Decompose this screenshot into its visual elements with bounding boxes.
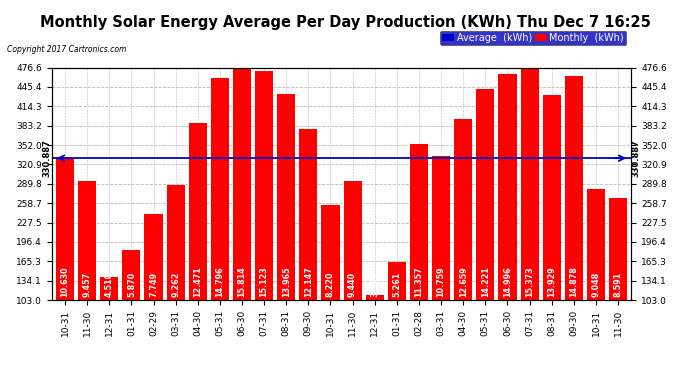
Text: 10.759: 10.759 [437, 266, 446, 297]
Bar [344, 182, 362, 364]
Text: 10.630: 10.630 [61, 266, 70, 297]
Bar [454, 119, 472, 364]
Bar [233, 58, 251, 364]
Bar [366, 295, 384, 364]
Text: 330.887: 330.887 [631, 139, 640, 177]
Text: 15.814: 15.814 [237, 266, 246, 297]
Text: 15.123: 15.123 [259, 266, 268, 297]
Text: 3.559: 3.559 [371, 272, 380, 297]
Bar [277, 94, 295, 364]
Bar [498, 74, 517, 364]
Bar [78, 181, 96, 364]
Bar [520, 67, 539, 364]
Text: 12.659: 12.659 [459, 266, 468, 297]
Text: 8.591: 8.591 [613, 272, 622, 297]
Text: 14.796: 14.796 [215, 266, 224, 297]
Text: 330.887: 330.887 [43, 139, 52, 177]
Bar [255, 71, 273, 364]
Text: 13.929: 13.929 [547, 266, 556, 297]
Text: 7.749: 7.749 [149, 272, 158, 297]
Text: Monthly Solar Energy Average Per Day Production (KWh) Thu Dec 7 16:25: Monthly Solar Energy Average Per Day Pro… [39, 15, 651, 30]
Text: 14.221: 14.221 [481, 266, 490, 297]
Bar [609, 198, 627, 364]
Text: 5.870: 5.870 [127, 272, 136, 297]
Bar [322, 205, 339, 364]
Bar [211, 78, 229, 364]
Text: 12.147: 12.147 [304, 266, 313, 297]
Text: 12.471: 12.471 [193, 266, 202, 297]
Text: 5.261: 5.261 [393, 272, 402, 297]
Bar [432, 156, 450, 364]
Bar [388, 262, 406, 364]
Text: 9.440: 9.440 [348, 272, 357, 297]
Bar [166, 185, 185, 364]
Bar [587, 189, 605, 364]
Bar [299, 129, 317, 364]
Text: 8.220: 8.220 [326, 272, 335, 297]
Bar [188, 123, 207, 364]
Legend: Average  (kWh), Monthly  (kWh): Average (kWh), Monthly (kWh) [440, 30, 627, 45]
Text: 14.878: 14.878 [569, 266, 578, 297]
Text: 9.048: 9.048 [591, 272, 600, 297]
Text: 4.510: 4.510 [105, 272, 114, 297]
Bar [56, 158, 74, 364]
Bar [476, 89, 495, 364]
Text: 11.357: 11.357 [415, 266, 424, 297]
Text: 9.457: 9.457 [83, 272, 92, 297]
Text: 15.373: 15.373 [525, 266, 534, 297]
Bar [542, 94, 561, 364]
Bar [410, 144, 428, 364]
Bar [564, 76, 583, 364]
Text: 13.965: 13.965 [282, 266, 290, 297]
Bar [144, 214, 163, 364]
Text: 9.262: 9.262 [171, 272, 180, 297]
Bar [100, 277, 119, 364]
Text: Copyright 2017 Cartronics.com: Copyright 2017 Cartronics.com [7, 45, 126, 54]
Text: 14.996: 14.996 [503, 266, 512, 297]
Bar [122, 251, 141, 364]
